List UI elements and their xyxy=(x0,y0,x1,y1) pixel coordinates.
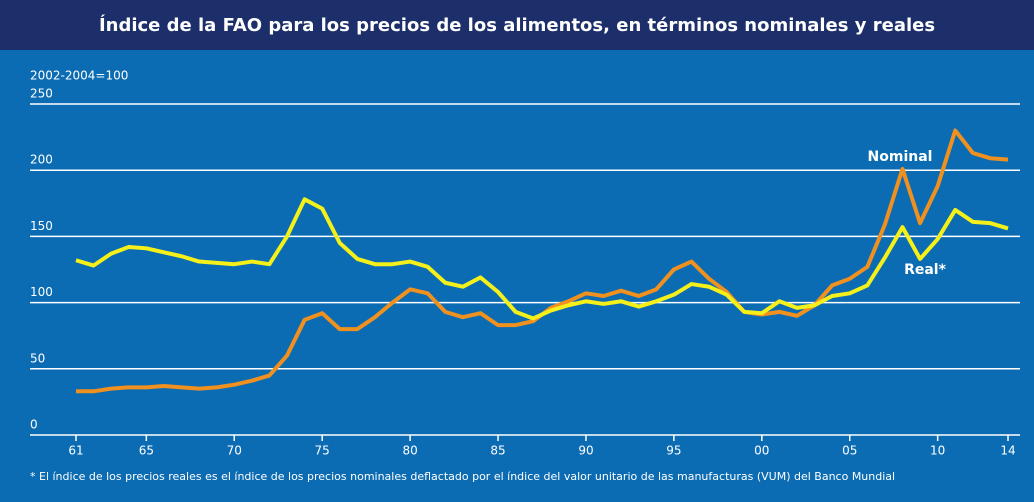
x-tick-label: 05 xyxy=(842,444,857,458)
x-tick-label: 10 xyxy=(930,444,945,458)
series-label: Nominal xyxy=(868,149,933,165)
x-tick-label: 75 xyxy=(315,444,330,458)
y-tick-label: 200 xyxy=(30,153,53,167)
x-tick-label: 70 xyxy=(227,444,242,458)
chart: Índice de la FAO para los precios de los… xyxy=(0,0,1034,458)
x-tick-label: 85 xyxy=(490,444,505,458)
y-tick-label: 50 xyxy=(30,351,45,365)
x-tick-label: 00 xyxy=(754,444,769,458)
x-tick-label: 65 xyxy=(139,444,154,458)
y-axis-label: 2002-2004=100 xyxy=(30,69,128,83)
x-tick-label: 61 xyxy=(68,444,83,458)
series-label: Real* xyxy=(904,262,947,278)
x-tick-label: 95 xyxy=(666,444,681,458)
x-tick-label: 14 xyxy=(1000,444,1015,458)
y-tick-label: 0 xyxy=(30,418,38,432)
y-tick-label: 150 xyxy=(30,219,53,233)
y-tick-label: 250 xyxy=(30,87,53,101)
title-bar xyxy=(0,0,1034,50)
x-tick-label: 90 xyxy=(578,444,593,458)
footnote: * El índice de los precios reales es el … xyxy=(30,470,896,483)
series-line xyxy=(75,197,1009,321)
chart-title: Índice de la FAO para los precios de los… xyxy=(99,14,935,36)
y-tick-label: 100 xyxy=(30,285,53,299)
x-tick-label: 80 xyxy=(402,444,417,458)
